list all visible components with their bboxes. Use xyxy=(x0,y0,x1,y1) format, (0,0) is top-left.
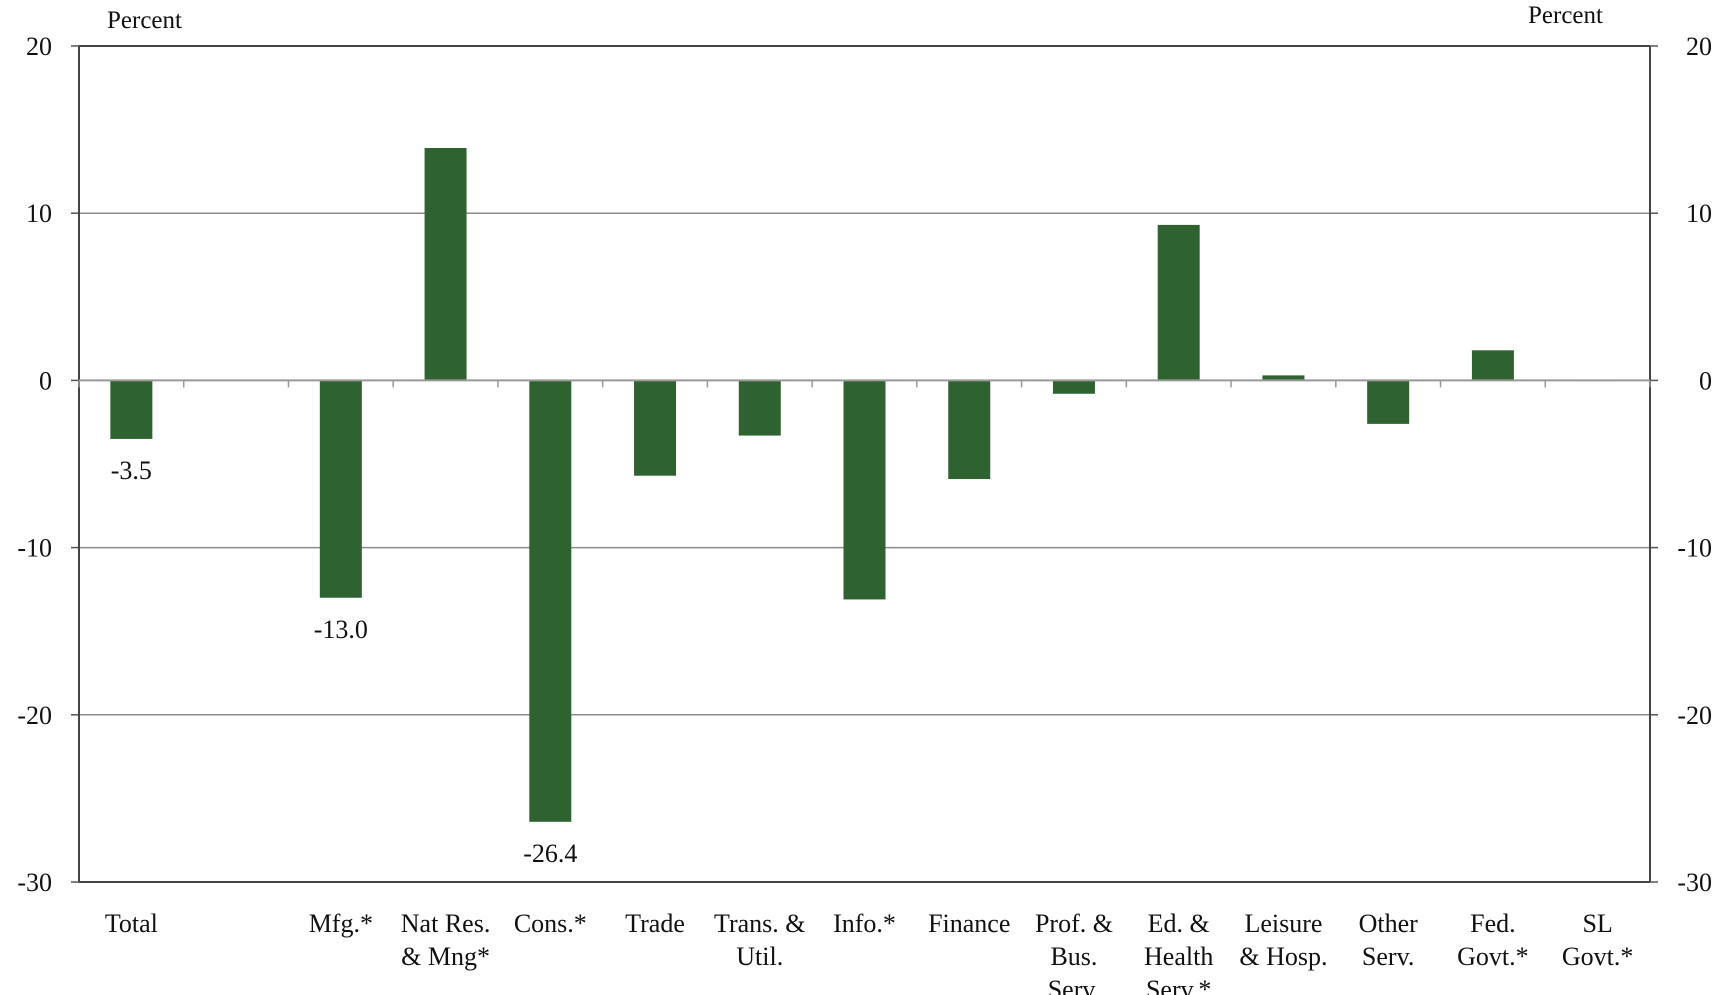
bar xyxy=(738,380,781,436)
bar xyxy=(1471,350,1514,381)
category-label: Fed. xyxy=(1470,909,1516,938)
category-label: Finance xyxy=(928,909,1010,938)
right-y-tick-label: 10 xyxy=(1686,199,1712,228)
bars xyxy=(110,147,1619,822)
category-label: Govt.* xyxy=(1457,942,1529,971)
category-label: Serv. xyxy=(1048,975,1100,995)
bar xyxy=(319,380,362,598)
category-label: Util. xyxy=(736,942,783,971)
bar xyxy=(634,380,677,476)
left-y-tick-label: -30 xyxy=(17,868,52,897)
category-label: SL xyxy=(1582,909,1612,938)
bar xyxy=(529,380,572,822)
category-label: Bus. xyxy=(1050,942,1097,971)
category-label: & Hosp. xyxy=(1239,942,1327,971)
category-label: Prof. & xyxy=(1035,909,1113,938)
data-label: -13.0 xyxy=(314,615,368,644)
category-label: Govt.* xyxy=(1562,942,1634,971)
category-label: Health xyxy=(1144,942,1213,971)
right-y-tick-label: 20 xyxy=(1686,32,1712,61)
data-label: -26.4 xyxy=(523,839,577,868)
left-axis-unit-label: Percent xyxy=(107,7,182,34)
right-y-tick-label: -10 xyxy=(1677,534,1712,563)
right-y-tick-label: 0 xyxy=(1699,366,1712,395)
right-y-tick-label: -20 xyxy=(1677,701,1712,730)
category-label: & Mng* xyxy=(401,942,490,971)
bar xyxy=(1367,380,1410,424)
category-label: Other xyxy=(1359,909,1419,938)
bar xyxy=(1262,375,1305,381)
left-y-tick-label: -20 xyxy=(17,701,52,730)
bar xyxy=(948,380,991,480)
axes xyxy=(71,45,1658,883)
data-label: -3.5 xyxy=(111,456,152,485)
bar xyxy=(1052,380,1095,394)
left-y-tick-label: 10 xyxy=(26,199,52,228)
category-label: Info.* xyxy=(833,909,896,938)
bar xyxy=(424,147,467,381)
category-label: Trans. & xyxy=(714,909,806,938)
category-label: Leisure xyxy=(1244,909,1322,938)
category-label: Nat Res. xyxy=(401,909,491,938)
left-y-tick-label: 20 xyxy=(26,32,52,61)
bar xyxy=(1157,224,1200,381)
left-y-tick-label: -10 xyxy=(17,534,52,563)
category-label: Mfg.* xyxy=(309,909,373,938)
category-label: Serv. xyxy=(1362,942,1414,971)
right-axis-unit-label: Percent xyxy=(1528,2,1603,29)
right-y-tick-label: -30 xyxy=(1677,868,1712,897)
category-label: Serv.* xyxy=(1146,975,1211,995)
bar xyxy=(110,380,153,439)
category-label: Trade xyxy=(625,909,685,938)
category-label: Cons.* xyxy=(514,909,587,938)
left-y-tick-label: 0 xyxy=(39,366,52,395)
labels: 20 20 10 10 0 0 -10 -10 -20 -20 -30 -30 Total Mfg.* Na… xyxy=(17,32,1712,995)
bar xyxy=(843,380,886,600)
category-label: Total xyxy=(105,909,158,938)
category-label: Ed. & xyxy=(1148,909,1210,938)
